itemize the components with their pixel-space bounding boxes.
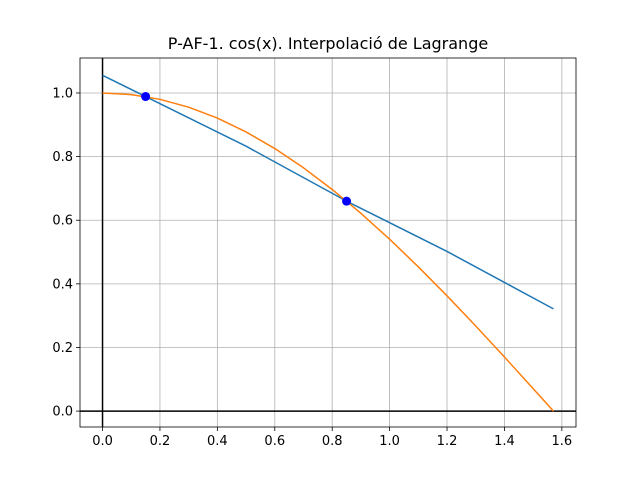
x-tick-label: 0.2 [150, 434, 171, 449]
chart-title: P-AF-1. cos(x). Interpolació de Lagrange [168, 34, 488, 53]
data-point [141, 92, 151, 102]
x-tick-label: 0.8 [322, 434, 343, 449]
y-tick-label: 1.0 [52, 86, 73, 101]
x-tick-label: 0.4 [207, 434, 228, 449]
x-tick-label: 0.0 [92, 434, 113, 449]
grid [80, 58, 576, 427]
series-layer [102, 74, 555, 412]
x-axis-ticks: 0.0 0.2 0.4 0.6 0.8 1.0 1.2 1.4 1.6 [92, 427, 572, 449]
data-point [342, 196, 352, 206]
reference-lines [80, 58, 576, 427]
series-line-1 [102, 74, 554, 310]
points-layer [141, 92, 352, 206]
x-tick-label: 1.6 [552, 434, 573, 449]
y-tick-label: 0.8 [52, 150, 73, 165]
series-line-2 [102, 92, 555, 412]
y-tick-label: 0.2 [52, 341, 73, 356]
y-tick-label: 0.6 [52, 214, 73, 229]
y-axis-ticks: 0.0 0.2 0.4 0.6 0.8 1.0 [52, 86, 80, 420]
y-tick-label: 0.0 [52, 405, 73, 420]
x-tick-label: 1.4 [494, 434, 515, 449]
y-tick-label: 0.4 [52, 277, 73, 292]
plot-frame [79, 57, 577, 428]
x-tick-label: 0.6 [264, 434, 285, 449]
x-tick-label: 1.0 [379, 434, 400, 449]
x-tick-label: 1.2 [437, 434, 458, 449]
